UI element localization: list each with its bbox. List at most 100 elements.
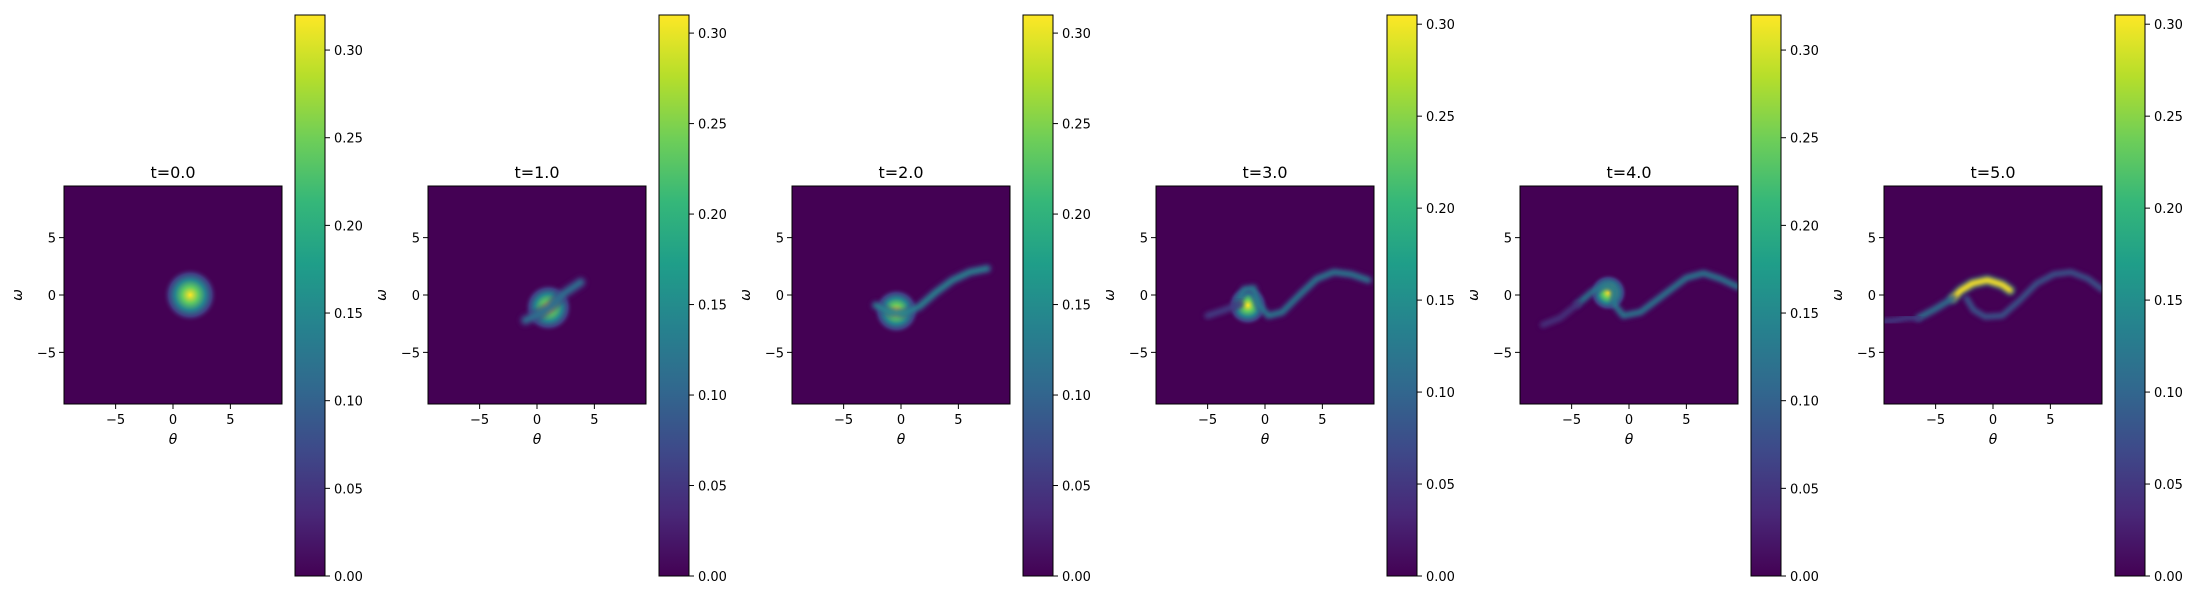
colorbar-tick-label: 0.25 [1790,132,1819,147]
colorbar-tick-label: 0.20 [1062,208,1091,223]
y-tick-label: −5 [401,346,420,361]
y-tick-label: 5 [1140,232,1148,247]
colorbar-tick-label: 0.25 [698,118,727,133]
colorbar-tick-label: 0.20 [334,219,363,234]
colorbar-tick-label: 0.00 [2154,570,2183,585]
panel-5: t=5.0 −5 0 5 −5 0 5 θ ω 0.00 0.05 0.10 0.15 0.20 0.25 0… [1830,15,2183,585]
colorbar-tick-label: 0.30 [698,27,727,42]
colorbar-tick-label: 0.15 [334,307,363,322]
y-tick-label: 0 [412,289,420,304]
panel-2: t=2.0 −5 0 5 −5 0 5 θ ω 0.00 0.05 0.10 0.15 0.20 0.25 0… [738,15,1091,585]
colorbar-tick-label: 0.10 [2154,386,2183,401]
y-tick-label: −5 [1129,346,1148,361]
panel-title: t=2.0 [878,163,923,182]
y-axis-label: ω [10,289,26,301]
colorbar [1387,15,1417,576]
colorbar-tick-label: 0.30 [2154,18,2183,33]
colorbar-tick-label: 0.05 [1790,482,1819,497]
y-tick-label: 0 [1140,289,1148,304]
y-axis-label: ω [1466,289,1482,301]
colorbar [2115,15,2145,576]
y-tick-label: 0 [1504,289,1512,304]
x-tick-label: −5 [1562,413,1581,428]
x-tick-label: 0 [533,413,541,428]
x-tick-label: 0 [169,413,177,428]
heatmap-background [1884,186,2102,404]
colorbar-tick-label: 0.30 [1062,27,1091,42]
colorbar [1751,15,1781,576]
colorbar-tick-label: 0.15 [1426,294,1455,309]
density-peak [163,267,218,322]
panel-4: t=4.0 −5 0 5 −5 0 5 θ ω 0.00 0.05 0.10 0.15 0.20 0.25 0… [1466,15,1819,585]
colorbar-tick-label: 0.05 [1426,478,1455,493]
colorbar-tick-label: 0.10 [1426,386,1455,401]
colorbar-tick-label: 0.05 [1062,480,1091,495]
colorbar-tick-label: 0.20 [1426,202,1455,217]
colorbar-tick-label: 0.25 [334,132,363,147]
y-tick-label: 5 [1504,232,1512,247]
panel-3: t=3.0−5 0 5−505θω0.000.050.100.150.200.250… [1102,15,1455,585]
y-axis-label: ω [374,289,390,301]
y-tick-label: −5 [765,346,784,361]
y-tick-label: −5 [1857,346,1876,361]
colorbar-tick-label: 0.15 [698,299,727,314]
y-tick-label: 0 [48,289,56,304]
panel-title: t=0.0 [150,163,195,182]
colorbar-tick-label: 0.25 [1062,118,1091,133]
x-axis-label: θ [533,432,542,448]
colorbar-tick-label: 0.15 [1790,307,1819,322]
panel-title: t=4.0 [1606,163,1651,182]
x-tick-label: 0 [1261,413,1269,428]
x-axis-label: θ [1625,432,1634,448]
colorbar-tick-label: 0.00 [1790,570,1819,585]
y-tick-label: −5 [1493,346,1512,361]
colorbar-tick-label: 0.00 [1426,570,1455,585]
panel-0: t=0.0 −5 0 5 −5 0 5 θ ω 0.00 0.05 0.10 0.15 0.20 0.25 0… [10,15,363,585]
colorbar-tick-label: 0.25 [1426,110,1455,125]
y-tick-label: 5 [776,232,784,247]
y-tick-label: 5 [412,232,420,247]
y-axis-label: ω [1830,289,1846,301]
colorbar-tick-label: 0.30 [334,44,363,59]
colorbar-tick-label: 0.00 [1062,570,1091,585]
colorbar-tick-label: 0.15 [2154,294,2183,309]
colorbar [1023,15,1053,576]
y-tick-label: 0 [776,289,784,304]
colorbar-tick-label: 0.05 [698,480,727,495]
x-axis-label: θ [1261,432,1270,448]
colorbar-tick-label: 0.10 [1790,395,1819,410]
panel-title: t=3.0 [1242,163,1287,182]
colorbar-tick-label: 0.10 [698,389,727,404]
colorbar-tick-label: 0.30 [1790,44,1819,59]
x-tick-label: 5 [226,413,234,428]
x-tick-label: 0 [1625,413,1633,428]
colorbar-tick-label: 0.20 [1790,219,1819,234]
heatmap-background [1520,186,1738,404]
x-tick-label: 0 [1989,413,1997,428]
colorbar-tick-label: 0.20 [698,208,727,223]
colorbar-tick-label: 0.05 [334,482,363,497]
x-tick-label: 5 [1682,413,1690,428]
colorbar-tick-label: 0.00 [698,570,727,585]
x-tick-label: 5 [2046,413,2054,428]
colorbar [659,15,689,576]
y-tick-label: 5 [1868,232,1876,247]
y-tick-label: 5 [48,232,56,247]
panel-title: t=5.0 [1970,163,2015,182]
y-axis-label: ω [1102,289,1118,301]
panel-1: t=1.0−5 0 5−505θω0.000.050.100.150.200.250… [374,15,727,585]
colorbar [295,15,325,576]
x-tick-label: −5 [470,413,489,428]
x-axis-label: θ [1989,432,1998,448]
x-tick-label: −5 [834,413,853,428]
y-tick-label: 0 [1868,289,1876,304]
y-axis-label: ω [738,289,754,301]
colorbar-tick-label: 0.00 [334,570,363,585]
colorbar-tick-label: 0.25 [2154,110,2183,125]
colorbar-tick-label: 0.15 [1062,299,1091,314]
colorbar-tick-label: 0.10 [334,395,363,410]
colorbar-tick-label: 0.20 [2154,202,2183,217]
x-axis-label: θ [897,432,906,448]
colorbar-tick-label: 0.30 [1426,18,1455,33]
